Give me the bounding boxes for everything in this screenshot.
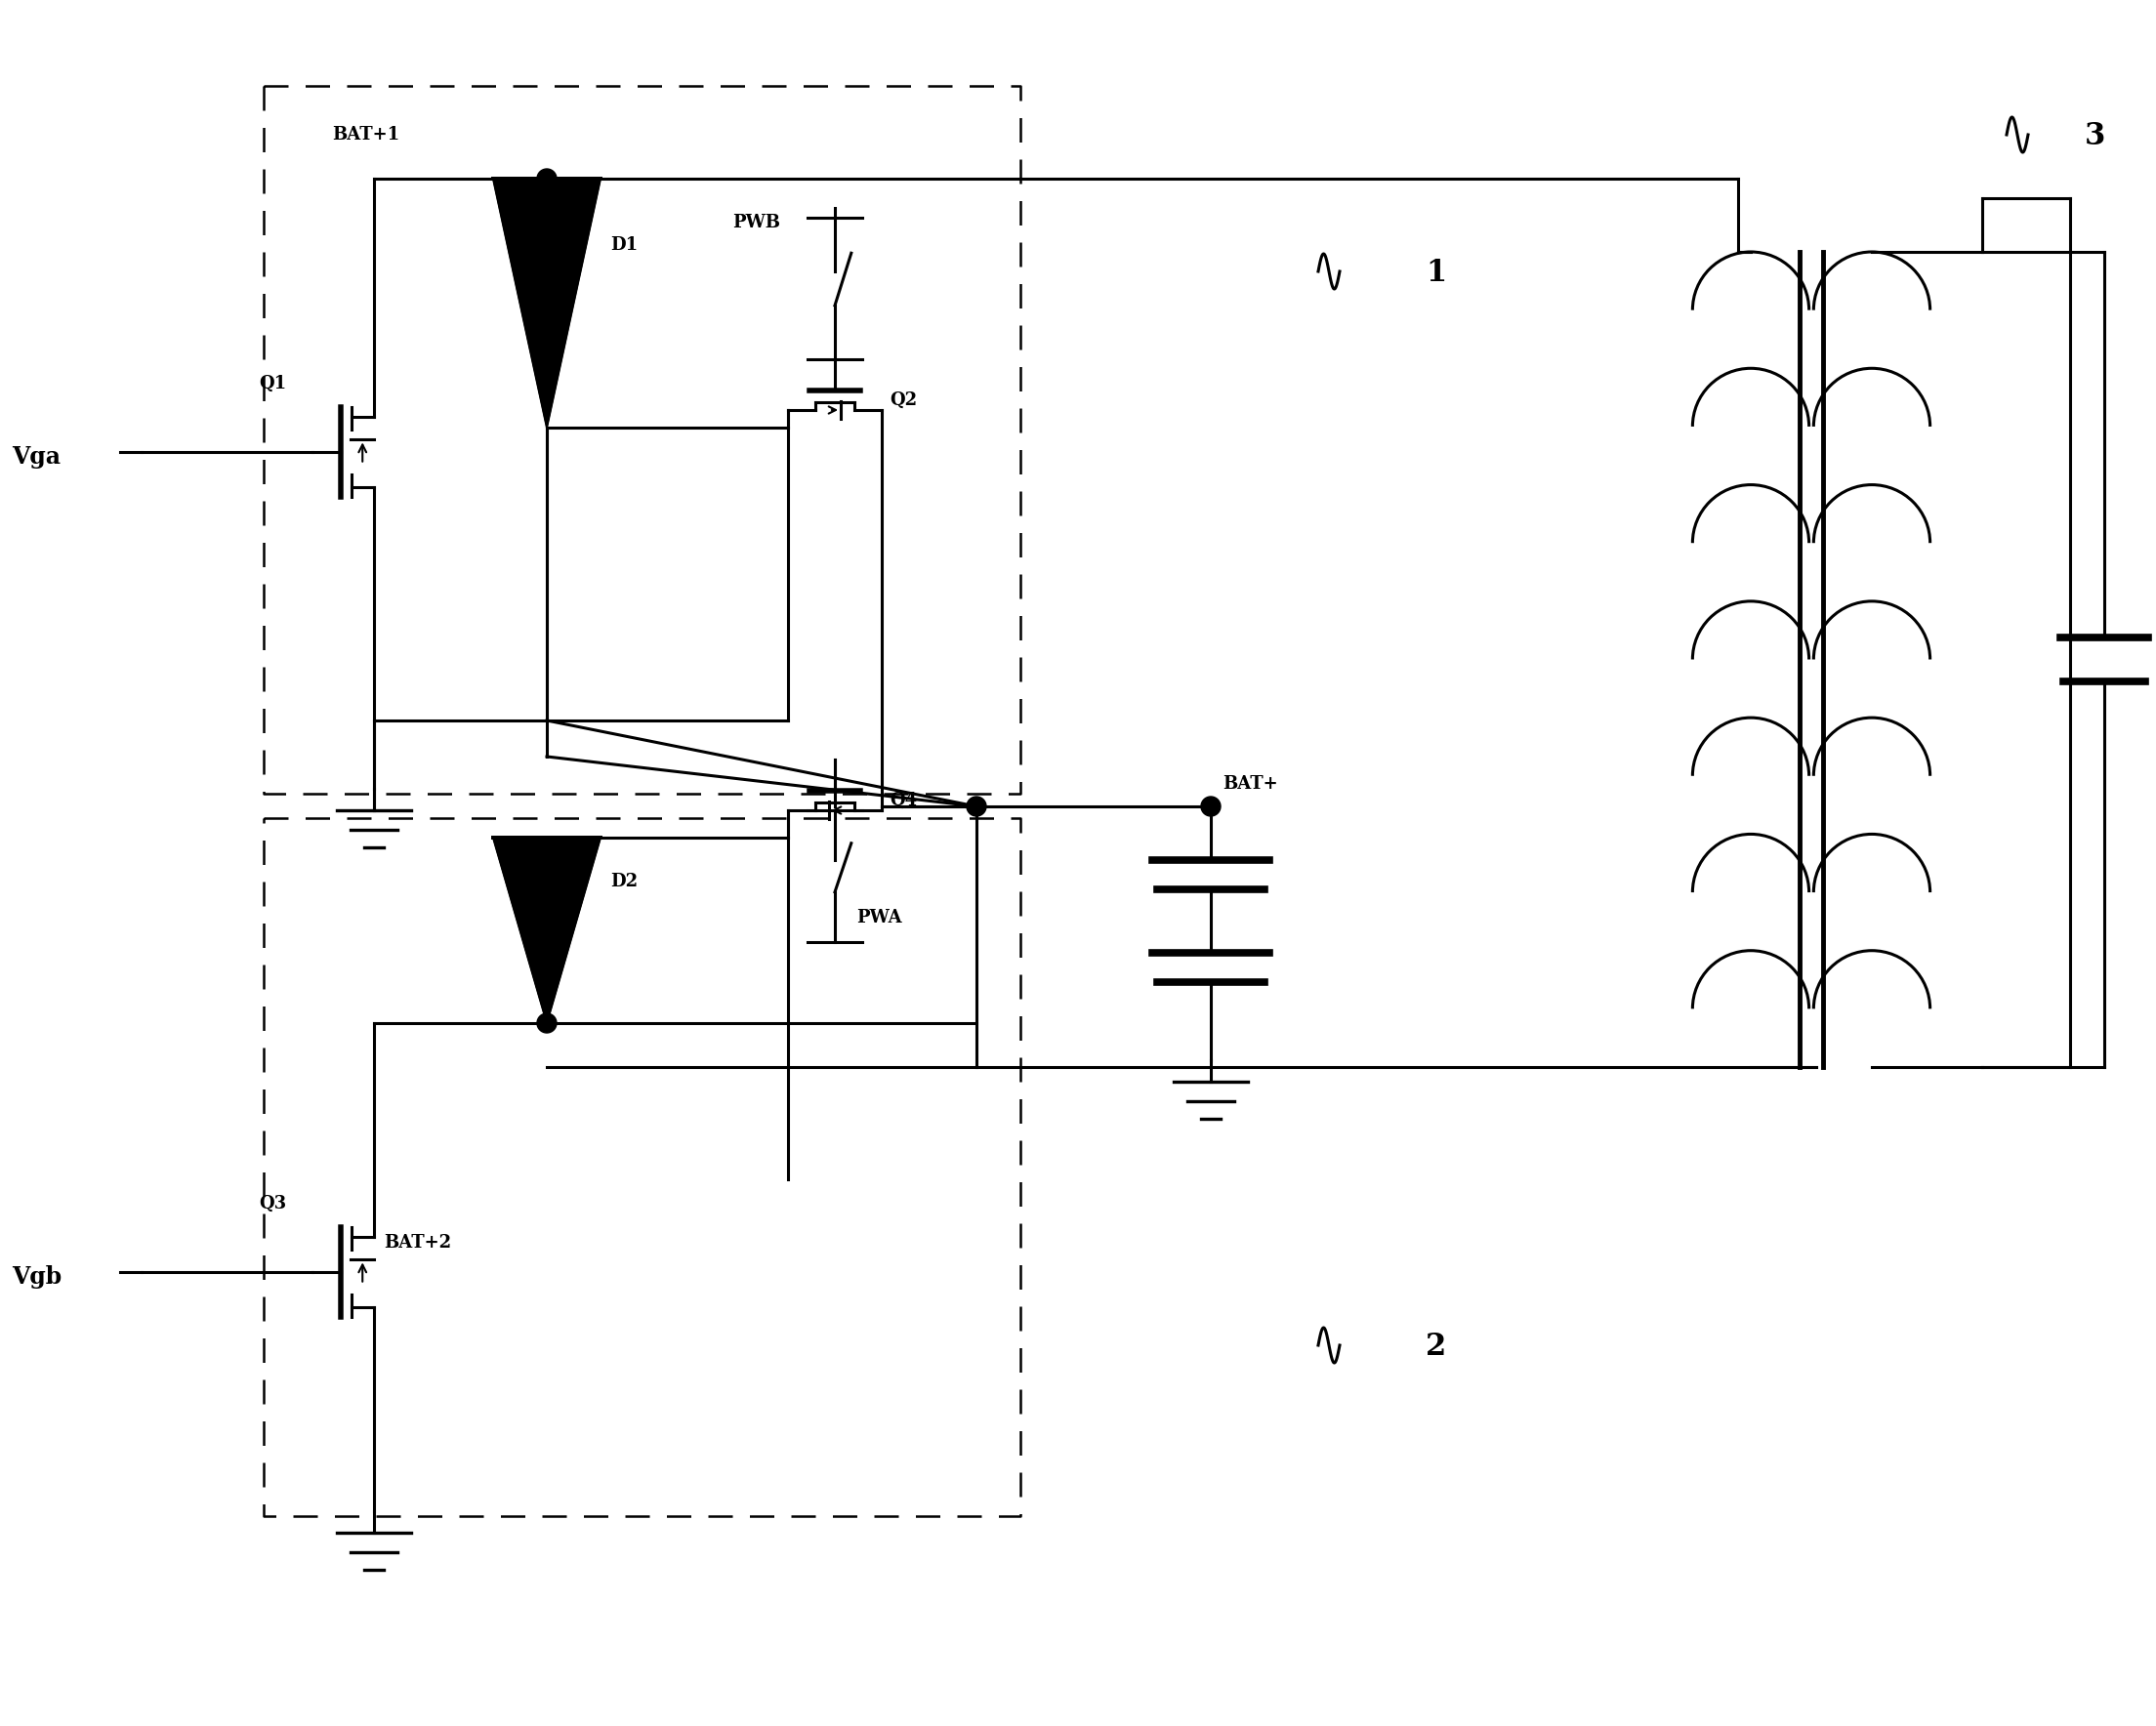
Text: PWA: PWA (856, 910, 901, 927)
Text: BAT+2: BAT+2 (384, 1234, 451, 1251)
Polygon shape (494, 837, 602, 1024)
Text: 2: 2 (1425, 1331, 1447, 1362)
Circle shape (537, 169, 556, 188)
Text: PWB: PWB (733, 214, 780, 231)
Text: 3: 3 (2085, 121, 2106, 152)
Text: Vgb: Vgb (11, 1265, 63, 1289)
Text: D1: D1 (610, 236, 638, 254)
Text: D2: D2 (610, 873, 638, 891)
Text: Q3: Q3 (259, 1194, 287, 1212)
Text: BAT+: BAT+ (1222, 775, 1279, 792)
Text: BAT+1: BAT+1 (332, 126, 399, 143)
Text: Q1: Q1 (259, 375, 287, 392)
Circle shape (537, 1013, 556, 1032)
Text: Q2: Q2 (890, 392, 916, 409)
Polygon shape (494, 180, 602, 428)
Text: 1: 1 (1425, 257, 1447, 288)
Circle shape (1201, 797, 1220, 816)
Text: Vga: Vga (11, 445, 60, 468)
Text: Q4: Q4 (890, 792, 916, 809)
Circle shape (966, 797, 985, 816)
